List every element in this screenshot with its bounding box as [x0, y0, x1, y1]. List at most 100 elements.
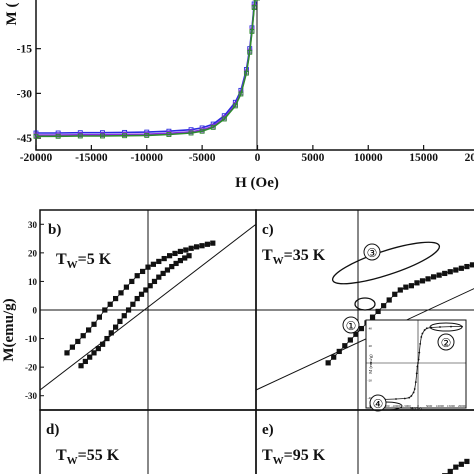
panel-c-data-point	[381, 303, 387, 309]
panel-c-data-point	[375, 308, 381, 315]
inset-x-tick-label: -10000	[391, 404, 400, 408]
panel-b-data-point	[182, 255, 188, 261]
top-ticks: -20000 -15000 -10000 -5000 0 5000 10000 15000 20…	[17, 44, 474, 164]
panel-c-guide-line	[255, 288, 474, 391]
inset-data-point	[439, 326, 441, 328]
panel-c-annotation-main: T	[262, 247, 273, 264]
top-x-tick-label: 5000	[301, 152, 324, 164]
panel-c-data-point	[386, 297, 392, 303]
inset-y-tick-label: 40	[369, 327, 373, 331]
top-data-point	[249, 28, 255, 34]
panel-c-data-point	[447, 269, 453, 275]
panel-c-data-point	[442, 270, 448, 277]
top-data-point	[122, 133, 128, 139]
panel-b-y-ticks: 30 20 10 0 -10 -20 -30	[25, 220, 44, 401]
panel-b-data-point	[100, 341, 106, 347]
panel-b-data-point	[183, 247, 189, 253]
top-y-axis-title: M (	[4, 3, 20, 26]
panel-b-y-tick-label: 10	[28, 277, 38, 287]
panel-c-data-point	[331, 354, 337, 360]
panel-c-annotation: TW=35 K	[262, 247, 326, 267]
panel-b-series	[39, 223, 257, 391]
top-data-point	[166, 132, 172, 137]
panel-e-annotation-rest: =95 K	[284, 447, 326, 464]
inset-y-tick-label: -20	[367, 379, 372, 383]
inset-data-point	[408, 396, 411, 399]
panel-b-y-tick-label: 0	[33, 306, 38, 316]
panel-b-annotation-main: T	[56, 251, 67, 268]
top-data-point	[33, 133, 39, 139]
panel-b-y-tick-label: -10	[25, 334, 37, 344]
panel-b-data-point	[121, 313, 127, 319]
panel-b-data-point	[156, 258, 162, 265]
top-data-point	[188, 130, 194, 136]
inset-x-tick-label: 10000	[436, 404, 444, 408]
panel-c-data-point	[425, 276, 431, 282]
top-x-tick-label: 20000	[465, 152, 474, 164]
panel-c-data-point	[369, 314, 376, 320]
panel-b-data-point	[91, 350, 97, 356]
panel-b-y-tick-label: 20	[28, 248, 38, 258]
top-series-line	[36, 0, 256, 138]
inset-data-point	[450, 325, 452, 328]
region-3-marker	[363, 243, 381, 261]
panel-b-data-point	[151, 278, 158, 285]
top-x-tick-label: -5000	[189, 152, 216, 164]
panel-c-annotation-sub: W	[273, 255, 284, 267]
panel-b-data-point	[140, 268, 146, 275]
panel-b-branch-line	[66, 242, 213, 354]
panel-b-data-point	[75, 338, 81, 345]
top-plot-frame	[35, 0, 474, 151]
region-2-marker	[437, 333, 455, 351]
panel-b-data-point	[108, 330, 114, 336]
inset-data-point	[412, 391, 415, 394]
inset-data-point	[395, 398, 397, 400]
panel-e-data-point	[464, 458, 470, 465]
panel-c-data-point	[414, 280, 420, 286]
panel-b-annotation: TW=5 K	[56, 251, 112, 271]
panel-b-data-point	[194, 244, 200, 250]
top-y-tick-label: -45	[17, 133, 33, 145]
panel-c-data-point	[464, 263, 470, 270]
panel-b-data-point	[82, 358, 88, 365]
panel-e-annotation: TW=95 K	[262, 447, 326, 467]
panel-b-data-point	[87, 354, 93, 360]
inset-data-point	[415, 372, 418, 375]
panel-b-data-point	[117, 318, 123, 325]
top-y-tick-label: -15	[17, 44, 33, 56]
inset-data-point	[410, 395, 413, 397]
panel-b-data-point	[138, 291, 145, 297]
inset-data-point	[414, 381, 417, 383]
panel-c-data-point	[325, 360, 331, 366]
panel-d: d) TW=55 K	[39, 409, 257, 474]
panel-b-data-point	[102, 307, 108, 313]
top-data-point	[221, 116, 227, 122]
panel-b-data-point	[164, 267, 171, 273]
panel-c-data-point	[392, 291, 398, 297]
inset-data-point	[420, 336, 423, 338]
top-data-point	[144, 132, 150, 138]
region-1-number: ①	[346, 319, 357, 333]
region-1-ellipse	[354, 297, 376, 311]
panel-b-data-point	[134, 273, 140, 279]
panel-e-data-point	[458, 461, 464, 467]
panel-b-data-point	[186, 253, 192, 259]
top-data-point	[55, 133, 61, 139]
panel-b-data-point	[160, 270, 166, 277]
panel-c-data-point	[358, 325, 365, 332]
panel-b-data-point	[95, 345, 101, 352]
top-data-point	[210, 124, 216, 130]
region-1-marker	[342, 316, 360, 334]
panel-b-data-point	[118, 290, 124, 296]
panel-e-frame	[255, 409, 474, 474]
panel-b-data-point	[167, 253, 173, 259]
inset-y-tick-label: 20	[369, 344, 373, 348]
panel-b-data-point	[173, 260, 179, 267]
top-data-point	[247, 49, 253, 55]
panel-b-data-point	[125, 307, 132, 313]
panel-b-data-point	[204, 241, 210, 247]
inset-data-point	[413, 388, 416, 390]
panel-b-data-point	[177, 248, 183, 255]
